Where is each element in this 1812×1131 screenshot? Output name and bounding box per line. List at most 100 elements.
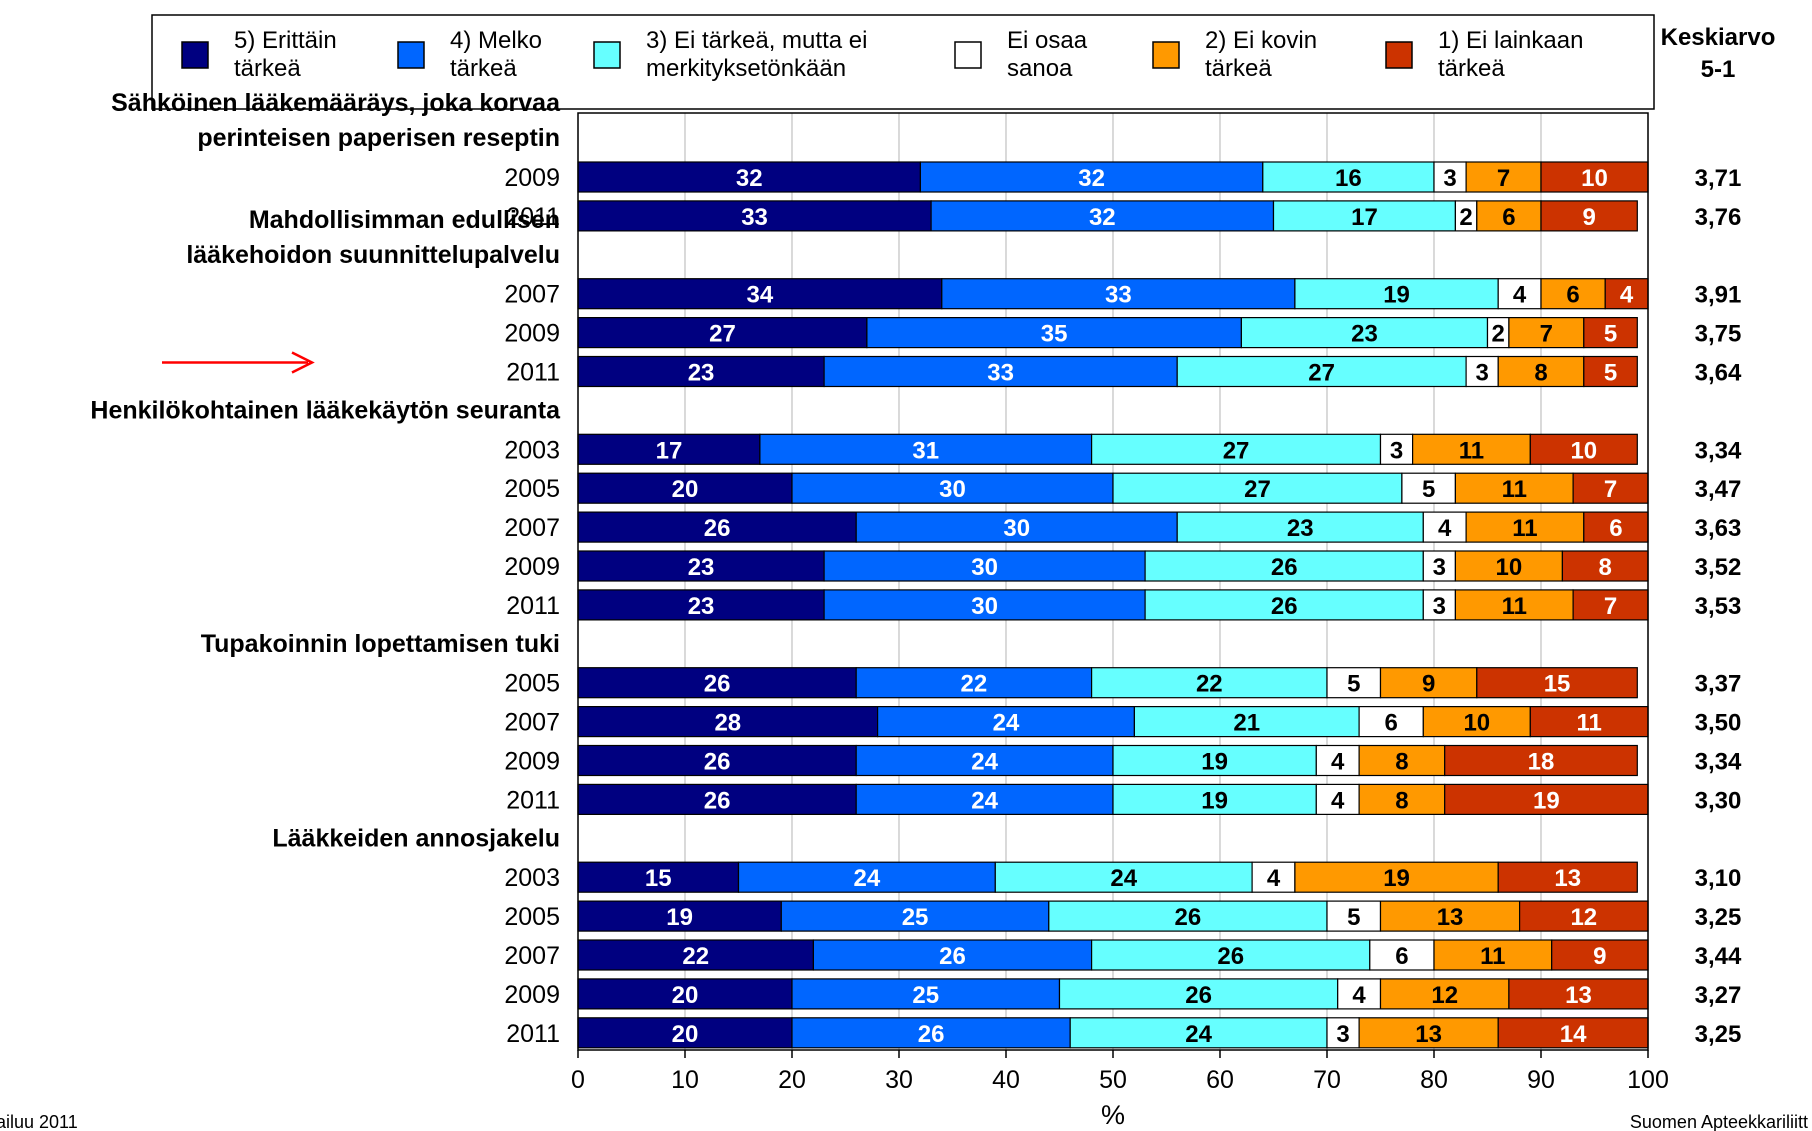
bar-segment (1090, 433, 1382, 465)
bar-segment (823, 550, 1146, 582)
group-title: Henkilökohtainen lääkekäytön seuranta (90, 396, 561, 424)
row-year-label: 2011 (506, 786, 560, 814)
bar-segment (1508, 978, 1649, 1010)
row-average: 3,30 (1695, 787, 1742, 814)
bar-value-label: 10 (1581, 165, 1608, 192)
row-year-label: 2009 (504, 553, 560, 581)
row-average: 3,53 (1695, 593, 1742, 620)
bar-segment (791, 1017, 1071, 1049)
bar-value-label: 19 (1533, 787, 1560, 814)
row-year-label: 2009 (504, 164, 560, 192)
bar-value-label: 8 (1395, 749, 1408, 776)
bar-segment (1518, 900, 1649, 932)
row-average: 3,37 (1695, 671, 1742, 698)
bar-value-label: 26 (1271, 554, 1298, 581)
bar-value-label: 9 (1582, 204, 1595, 231)
bar-segment (1358, 783, 1446, 816)
bar-segment (1337, 978, 1382, 1010)
bar-value-label: 26 (1217, 943, 1244, 970)
bar-segment (1497, 1017, 1649, 1049)
bar-value-label: 3 (1433, 554, 1446, 581)
bar-segment (577, 317, 868, 349)
bar-value-label: 4 (1438, 515, 1452, 542)
bar-segment (577, 900, 782, 932)
bar-row: 2007 22 26 26 6 11 9 3,44 (504, 939, 1742, 971)
bar-value-label: 20 (672, 476, 699, 503)
bar-value-label: 3 (1433, 593, 1446, 620)
legend-label: 5) Erittäin (234, 27, 337, 54)
bar-value-label: 15 (1544, 671, 1571, 698)
bar-value-label: 5 (1604, 321, 1617, 348)
row-average: 3,64 (1695, 360, 1742, 387)
bar-value-label: 18 (1528, 749, 1555, 776)
bar-segment (1379, 978, 1510, 1010)
bar-value-label: 11 (1459, 437, 1484, 464)
bar-segment (812, 939, 1093, 971)
bar-value-label: 7 (1604, 593, 1617, 620)
bar-segment (855, 511, 1178, 543)
bar-segment (1497, 861, 1638, 893)
row-average: 3,76 (1695, 204, 1742, 231)
row-year-label: 2011 (506, 1020, 560, 1048)
bar-segment (1454, 550, 1564, 582)
bar-segment (855, 783, 1114, 816)
bar-segment (855, 744, 1114, 777)
bar-segment (1358, 744, 1446, 777)
bar-segment (577, 861, 740, 893)
bar-value-label: 24 (1185, 1021, 1212, 1048)
bar-segment (577, 589, 825, 621)
bar-row: 2009 27 35 23 2 7 5 3,75 (504, 317, 1741, 349)
row-year-label: 2011 (506, 592, 560, 620)
row-average: 3,34 (1695, 437, 1742, 464)
bar-value-label: 5 (1347, 671, 1360, 698)
row-average: 3,25 (1695, 1021, 1742, 1048)
legend-swatch (593, 41, 621, 69)
bar-value-label: 25 (912, 982, 939, 1009)
bar-segment (1326, 900, 1382, 932)
bar-value-label: 26 (704, 515, 731, 542)
bar-value-label: 19 (1383, 282, 1410, 309)
bar-value-label: 12 (1431, 982, 1458, 1009)
row-average: 3,91 (1695, 282, 1742, 309)
bar-value-label: 14 (1560, 1021, 1587, 1048)
bar-segment (1176, 355, 1467, 388)
bar-segment (1315, 744, 1360, 777)
bar-value-label: 11 (1576, 710, 1601, 737)
bar-value-label: 3 (1443, 165, 1456, 192)
bar-value-label: 9 (1593, 943, 1606, 970)
bar-segment (1379, 900, 1521, 932)
row-average: 3,50 (1695, 710, 1742, 737)
bar-segment (1379, 667, 1478, 699)
bar-value-label: 3 (1390, 437, 1403, 464)
bar-segment (1090, 667, 1328, 699)
row-year-label: 2003 (504, 436, 560, 464)
bar-value-label: 6 (1395, 943, 1408, 970)
legend-swatch (397, 41, 425, 69)
bar-segment (1294, 278, 1499, 310)
bar-row: 2003 17 31 27 3 11 10 3,34 (504, 433, 1742, 465)
bar-segment (1294, 861, 1499, 893)
red-arrow-head (291, 351, 315, 374)
x-axis-title: % (1101, 1100, 1125, 1130)
x-tick-label: 100 (1627, 1066, 1669, 1094)
bar-value-label: 22 (682, 943, 709, 970)
legend-label: 2) Ei kovin (1205, 27, 1317, 54)
bar-value-label: 5 (1347, 904, 1360, 931)
bar-value-label: 26 (939, 943, 966, 970)
bar-segment (1561, 550, 1649, 582)
row-average: 3,71 (1695, 165, 1742, 192)
x-tick-label: 90 (1527, 1066, 1555, 1094)
bar-segment (1444, 744, 1638, 777)
bar-segment (1144, 550, 1424, 582)
row-average: 3,27 (1695, 982, 1742, 1009)
bar-value-label: 4 (1331, 787, 1345, 814)
bar-segment (1251, 861, 1296, 893)
bar-row: 2011 23 30 26 3 11 7 3,53 (506, 589, 1742, 621)
bar-row: 2005 20 30 27 5 11 7 3,47 (504, 472, 1741, 504)
bar-value-label: 10 (1463, 710, 1490, 737)
bar-segment (1540, 200, 1638, 232)
bar-row: 2011 26 24 19 4 8 19 3,30 (506, 783, 1742, 816)
